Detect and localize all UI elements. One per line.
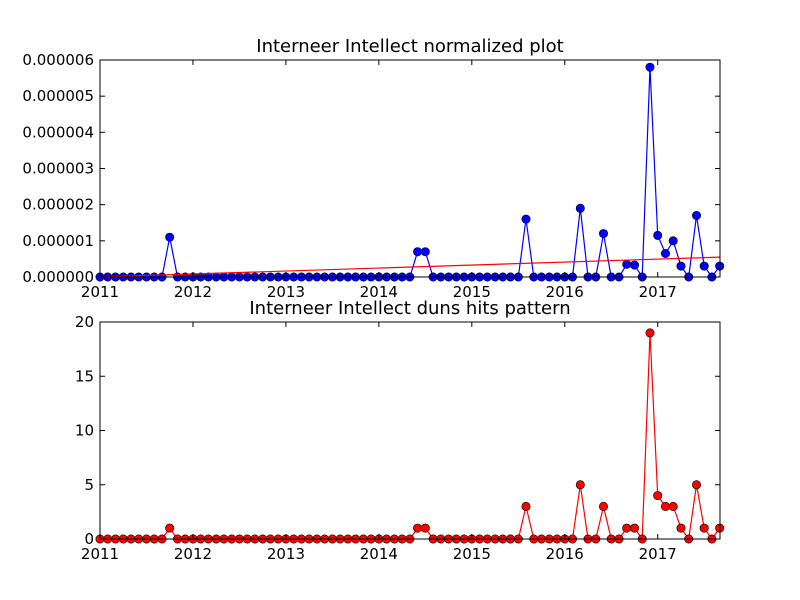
x-tick-label: 2017 bbox=[639, 545, 677, 563]
data-point bbox=[165, 523, 175, 533]
data-point bbox=[699, 261, 709, 271]
data-point bbox=[645, 62, 655, 72]
data-point bbox=[598, 501, 608, 511]
data-point bbox=[622, 523, 632, 533]
data-point bbox=[575, 480, 585, 490]
x-tick-label: 2012 bbox=[174, 283, 212, 301]
data-point bbox=[676, 261, 686, 271]
x-tick-label: 2013 bbox=[267, 283, 305, 301]
x-tick-label: 2016 bbox=[546, 283, 584, 301]
x-tick-label: 2013 bbox=[267, 545, 305, 563]
y-tick-label: 0.000000 bbox=[22, 268, 94, 286]
data-point bbox=[691, 480, 701, 490]
plot-frame bbox=[99, 59, 721, 278]
y-tick-label: 5 bbox=[84, 476, 94, 494]
data-point bbox=[629, 523, 639, 533]
y-tick-label: 20 bbox=[75, 313, 94, 331]
data-point bbox=[691, 211, 701, 221]
x-tick-label: 2012 bbox=[174, 545, 212, 563]
series-line bbox=[100, 67, 721, 279]
trend-line bbox=[99, 256, 721, 278]
series-line bbox=[100, 332, 721, 541]
x-tick-label: 2015 bbox=[453, 283, 491, 301]
data-point bbox=[622, 259, 632, 269]
y-tick-label: 15 bbox=[75, 367, 94, 385]
x-tick-label: 2017 bbox=[639, 283, 677, 301]
y-tick-label: 0.000005 bbox=[22, 87, 94, 105]
data-point bbox=[521, 214, 531, 224]
chart-title: Interneer Intellect duns hits pattern bbox=[249, 298, 570, 319]
y-tick-label: 0.000001 bbox=[22, 232, 94, 250]
data-point bbox=[420, 247, 430, 257]
y-tick-label: 0.000003 bbox=[22, 160, 94, 178]
data-point bbox=[668, 236, 678, 246]
x-tick-label: 2011 bbox=[81, 545, 119, 563]
x-tick-label: 2014 bbox=[360, 283, 398, 301]
chart-normalized-plot: Interneer Intellect normalized plot 2011 2… bbox=[22, 36, 725, 301]
y-tick-label: 0.000006 bbox=[22, 51, 94, 69]
data-point bbox=[676, 523, 686, 533]
x-tick-label: 2016 bbox=[546, 545, 584, 563]
data-point bbox=[660, 249, 670, 259]
data-point bbox=[165, 232, 175, 242]
chart-title: Interneer Intellect normalized plot bbox=[256, 36, 563, 57]
y-tick-label: 0.000004 bbox=[22, 123, 94, 141]
chart-duns-hits-pattern: Interneer Intellect duns hits pattern201… bbox=[75, 298, 725, 563]
data-point bbox=[653, 491, 663, 501]
data-point bbox=[413, 523, 423, 533]
data-point bbox=[645, 328, 655, 338]
x-tick-label: 2014 bbox=[360, 545, 398, 563]
data-point bbox=[598, 229, 608, 239]
data-point bbox=[660, 501, 670, 511]
x-tick-label: 2011 bbox=[81, 283, 119, 301]
data-point bbox=[413, 247, 423, 257]
y-tick-label: 0 bbox=[84, 530, 94, 548]
data-point bbox=[420, 523, 430, 533]
y-tick-label: 0.000002 bbox=[22, 196, 94, 214]
x-tick-label: 2015 bbox=[453, 545, 491, 563]
data-point bbox=[575, 203, 585, 213]
data-point bbox=[668, 501, 678, 511]
data-point bbox=[699, 523, 709, 533]
y-tick-label: 10 bbox=[75, 422, 94, 440]
data-point bbox=[629, 260, 639, 270]
data-point bbox=[653, 230, 663, 240]
data-point bbox=[521, 501, 531, 511]
plot-frame bbox=[99, 321, 721, 540]
